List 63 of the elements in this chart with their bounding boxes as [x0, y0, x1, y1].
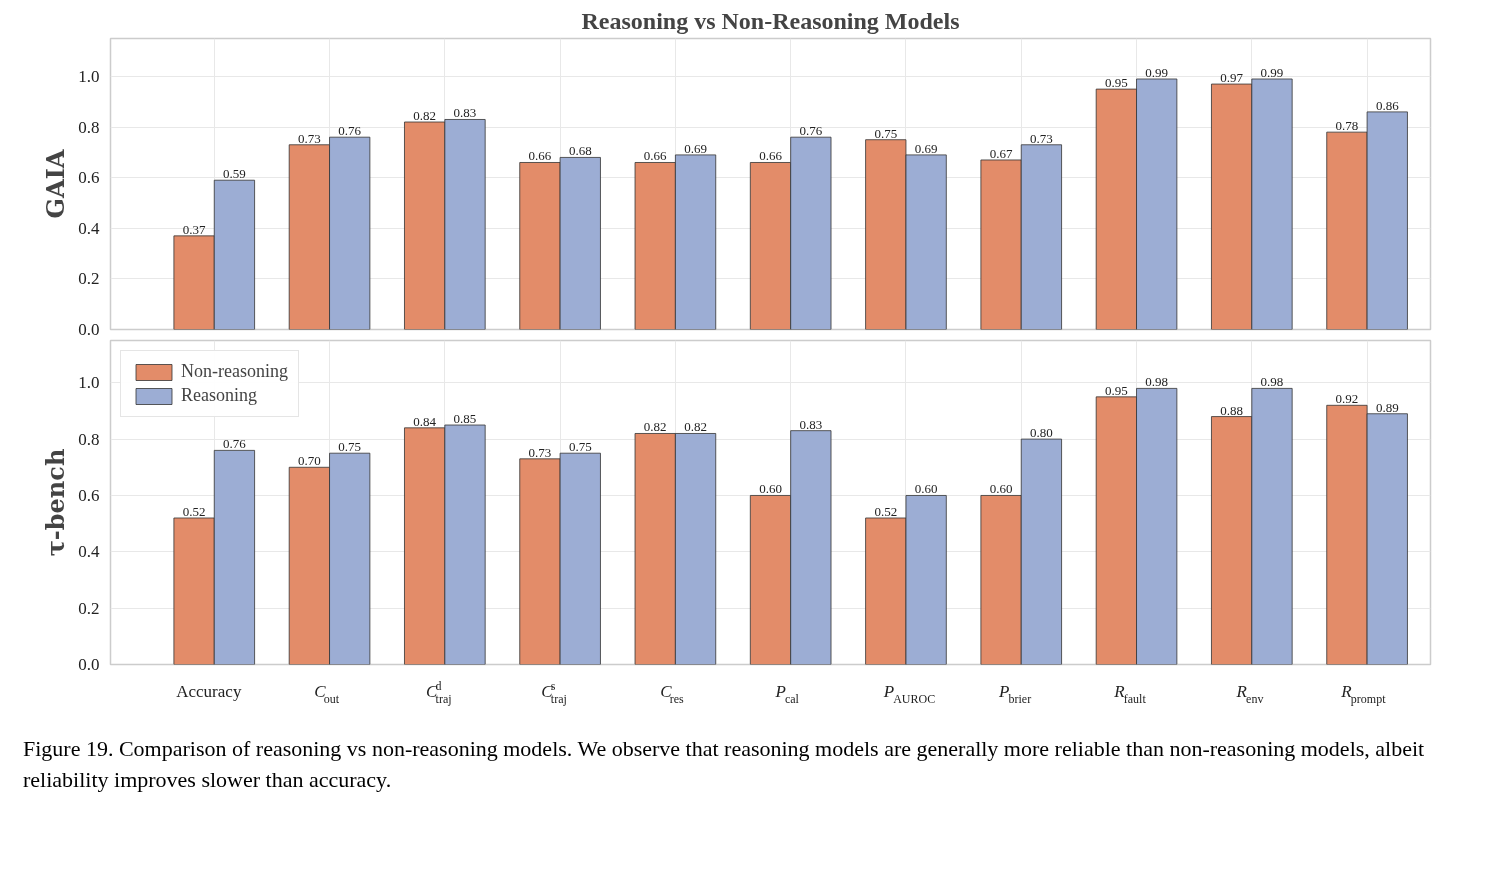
chart-title: Reasoning vs Non-Reasoning Models	[581, 7, 960, 34]
data-label: 0.89	[1375, 399, 1399, 415]
data-label: 0.52	[182, 504, 206, 519]
data-label: 0.86	[1375, 97, 1400, 113]
y-tick-label: 0.8	[78, 429, 100, 449]
data-label: 0.60	[759, 481, 782, 497]
data-label: 0.99	[1145, 64, 1169, 80]
data-label: 0.73	[528, 444, 552, 460]
y-axis-title: GAIA	[41, 149, 71, 219]
data-label: 0.68	[568, 143, 592, 159]
y-tick-label: 1.0	[78, 373, 100, 393]
data-label: 0.66	[759, 148, 783, 164]
data-label: 0.67	[989, 145, 1013, 161]
data-label: 0.66	[643, 148, 668, 164]
data-label: 0.98	[1260, 374, 1284, 390]
data-label: 0.92	[1335, 391, 1359, 407]
y-tick-label: 0.0	[78, 320, 100, 339]
data-label: 0.99	[1260, 64, 1284, 80]
x-tick-label: Accuracy	[176, 681, 242, 701]
legend-label: Reasoning	[181, 385, 257, 406]
y-tick-label: 0.6	[78, 168, 100, 188]
y-tick-label: 0.8	[78, 117, 100, 137]
y-axis-title: τ-bench	[41, 448, 71, 557]
data-label: 0.69	[914, 140, 938, 156]
data-label: 0.88	[1220, 402, 1244, 418]
y-tick-label: 0.2	[78, 598, 100, 618]
y-tick-label: 1.0	[78, 66, 100, 86]
y-tick-label: 0.4	[78, 542, 100, 562]
data-label: 0.82	[413, 108, 437, 123]
data-label: 0.78	[1335, 118, 1359, 134]
data-label: 0.76	[223, 436, 247, 452]
data-label: 0.60	[914, 481, 938, 497]
caption: Figure 19. Comparison of reasoning vs non-reasoning models. We observe that reasoning models are generally more reliable than non-reasoning models, albeit reliability improves slower than accuracy.	[23, 735, 1426, 795]
data-label: 0.66	[528, 148, 552, 164]
data-label: 0.75	[338, 439, 362, 455]
data-label: 0.60	[989, 481, 1013, 497]
y-tick-label: 0.2	[78, 269, 100, 289]
data-label: 0.75	[568, 439, 592, 455]
data-label: 0.97	[1220, 70, 1244, 86]
data-label: 0.75	[874, 125, 898, 141]
data-label: 0.98	[1145, 374, 1169, 390]
y-tick-label: 0.6	[78, 485, 100, 505]
y-tick-label: 0.4	[78, 218, 100, 238]
data-label: 0.59	[223, 166, 246, 182]
data-label: 0.82	[684, 419, 707, 435]
data-label: 0.73	[297, 130, 321, 146]
legend-label: Non-reasoning	[181, 361, 288, 382]
y-tick-label: 0.0	[78, 655, 100, 674]
data-label: 0.80	[1030, 425, 1053, 441]
data-label: 0.73	[1030, 130, 1053, 146]
data-label: 0.37	[182, 221, 206, 237]
data-label: 0.84	[413, 413, 437, 429]
data-label: 0.95	[1104, 75, 1128, 91]
data-label: 0.70	[297, 453, 321, 469]
data-label: 0.69	[684, 140, 707, 156]
data-label: 0.52	[874, 504, 898, 519]
data-label: 0.83	[799, 416, 823, 432]
data-label: 0.83	[453, 105, 477, 121]
data-label: 0.95	[1104, 382, 1128, 398]
data-label: 0.82	[643, 419, 667, 435]
data-label: 0.76	[338, 123, 362, 139]
data-label: 0.76	[799, 123, 823, 139]
data-label: 0.85	[453, 411, 477, 427]
